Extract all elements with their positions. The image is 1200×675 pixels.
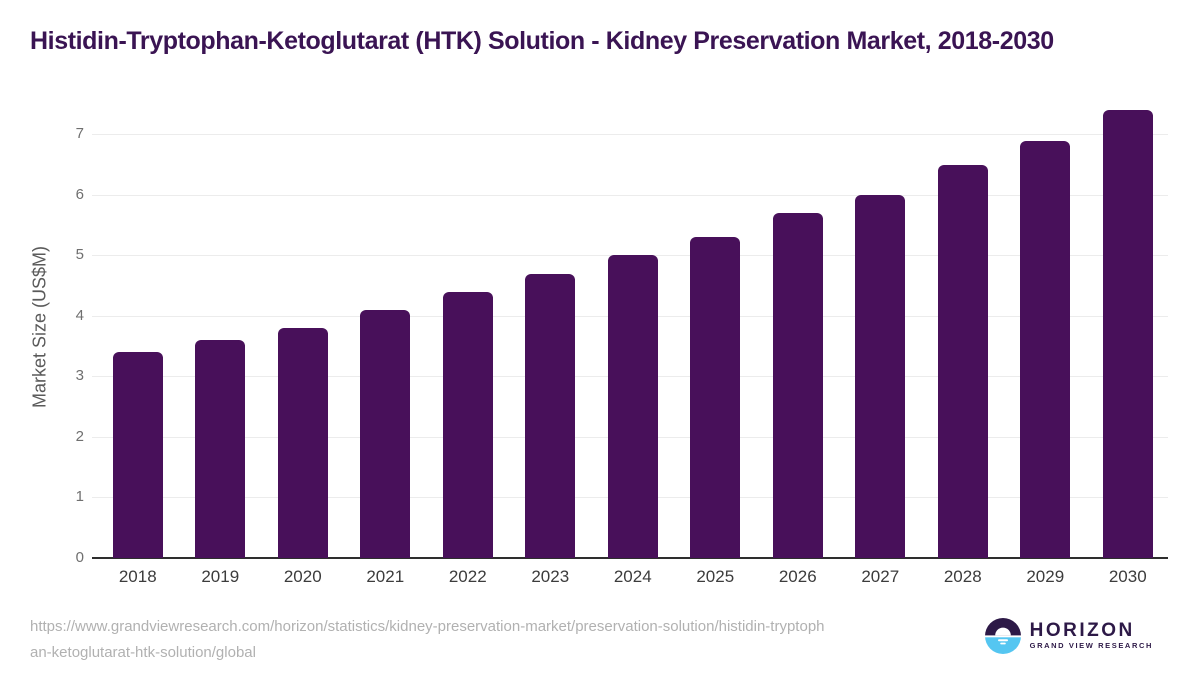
x-tick-label: 2027 [861, 567, 900, 586]
x-tick-label: 2022 [448, 567, 487, 586]
x-tick-label: 2028 [943, 567, 982, 586]
bar-2019[interactable] [195, 340, 246, 558]
x-tick-label: 2020 [283, 567, 322, 586]
source-url: https://www.grandviewresearch.com/horizo… [30, 618, 825, 661]
bar-2020[interactable] [277, 328, 328, 558]
horizon-logo-tagline: GRAND VIEW RESEARCH [1029, 641, 1153, 650]
horizon-logo: HORIZON GRAND VIEW RESEARCH [984, 618, 1153, 654]
bar-2021[interactable] [360, 309, 411, 558]
bar-2029[interactable] [1020, 140, 1071, 558]
y-tick-label: 6 [75, 185, 84, 203]
x-tick-label: 2018 [118, 567, 157, 586]
chart-title: Histidin-Tryptophan-Ketoglutarat (HTK) S… [30, 27, 1054, 55]
horizon-logo-icon [984, 618, 1021, 654]
y-tick-label: 7 [75, 125, 84, 143]
x-tick-label: 2030 [1108, 567, 1147, 586]
bar-2024[interactable] [607, 255, 658, 558]
horizon-logo-text: HORIZON GRAND VIEW RESEARCH [1030, 621, 1153, 651]
x-tick-label: 2029 [1026, 567, 1065, 586]
x-tick-label: 2026 [778, 567, 817, 586]
x-axis-line [92, 557, 1168, 559]
x-tick-label: 2023 [531, 567, 570, 586]
bar-2028[interactable] [937, 164, 988, 558]
y-tick-label: 3 [75, 367, 84, 385]
x-tick-label: 2019 [201, 567, 240, 586]
y-tick-label: 1 [75, 488, 84, 506]
bar-2030[interactable] [1102, 110, 1153, 558]
y-tick-label: 4 [75, 306, 84, 324]
bar-2023[interactable] [525, 273, 576, 558]
x-tick-label: 2021 [366, 567, 405, 586]
y-tick-label: 0 [75, 549, 84, 566]
y-tick-label: 5 [75, 246, 84, 264]
gridline [92, 134, 1168, 136]
x-tick-label: 2025 [696, 567, 735, 586]
bar-2025[interactable] [690, 237, 741, 558]
bar-2027[interactable] [855, 194, 906, 558]
bar-2018[interactable] [112, 352, 163, 558]
y-tick-label: 2 [75, 427, 84, 445]
x-tick-label: 2024 [613, 567, 652, 586]
horizon-logo-brand: HORIZON [1029, 620, 1135, 641]
gridline [92, 194, 1168, 196]
bar-2022[interactable] [442, 291, 493, 558]
bar-2026[interactable] [772, 213, 823, 558]
